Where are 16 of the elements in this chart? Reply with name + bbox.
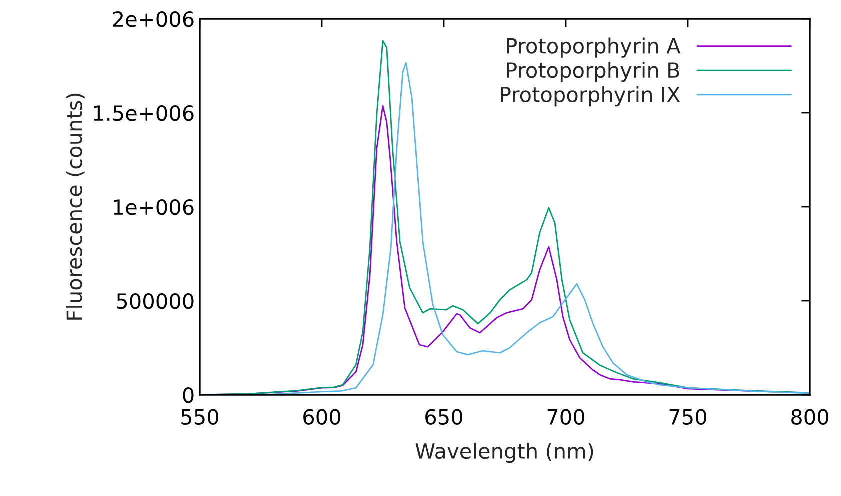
x-axis-title: Wavelength (nm) bbox=[416, 442, 594, 464]
y-tick-label: 0 bbox=[183, 387, 194, 404]
x-tick-label: 600 bbox=[304, 409, 340, 426]
x-tick-label: 650 bbox=[426, 409, 462, 426]
x-tick-label: 550 bbox=[182, 409, 218, 426]
x-tick-label: 700 bbox=[548, 409, 584, 426]
y-tick-label: 500000 bbox=[117, 293, 194, 310]
x-tick-label: 800 bbox=[792, 409, 828, 426]
y-axis-title: Fluorescence (counts) bbox=[66, 94, 85, 320]
legend-label: Protoporphyrin A bbox=[507, 38, 681, 58]
legend-label: Protoporphyrin B bbox=[507, 62, 680, 82]
y-tick-label: 2e+006 bbox=[113, 11, 194, 28]
y-tick-label: 1.5e+006 bbox=[94, 105, 194, 122]
x-tick-label: 750 bbox=[670, 409, 706, 426]
y-tick-label: 1e+006 bbox=[114, 199, 194, 216]
legend-label: Protoporphyrin IX bbox=[501, 86, 680, 107]
